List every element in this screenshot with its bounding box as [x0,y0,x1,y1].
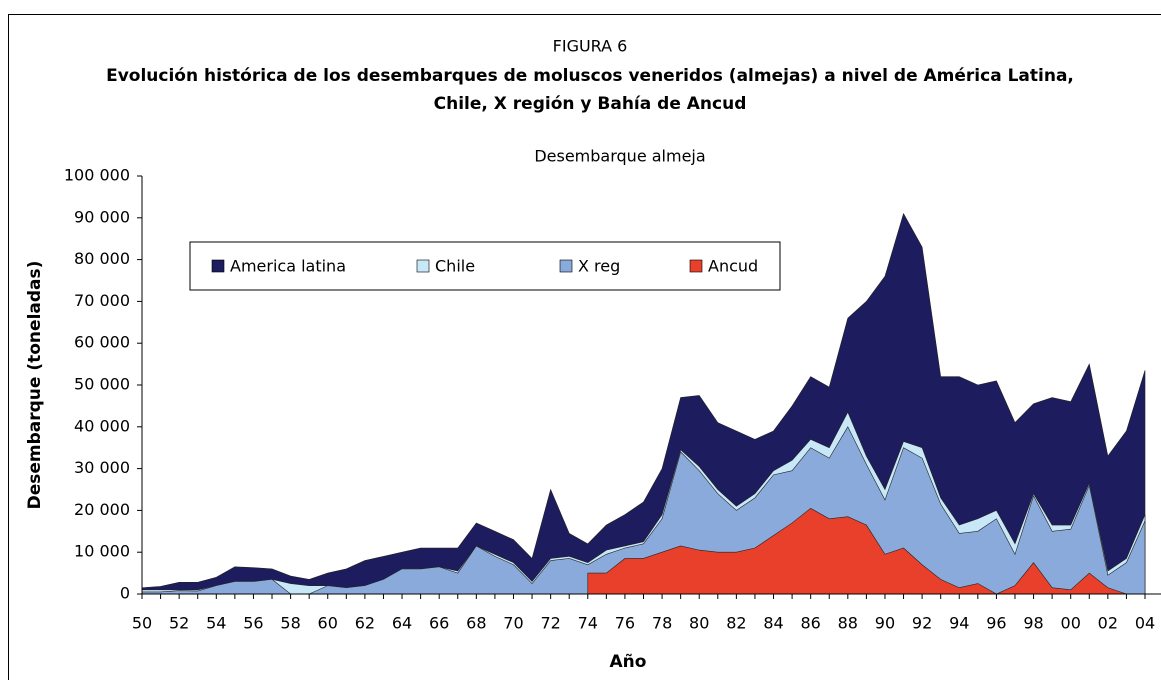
x-tick-label: 86 [800,614,820,633]
legend-swatch [559,259,573,273]
y-tick-label: 0 [120,584,130,603]
x-tick-label: 96 [986,614,1006,633]
x-tick-label: 98 [1023,614,1043,633]
x-tick-label: 62 [355,614,375,633]
x-tick-label: 70 [503,614,523,633]
y-tick-label: 70 000 [74,291,130,310]
x-tick-label: 74 [578,614,598,633]
x-tick-label: 88 [838,614,858,633]
x-tick-label: 50 [132,614,152,633]
x-tick-label: 00 [1061,614,1081,633]
legend-label: America latina [230,257,346,276]
x-tick-label: 76 [615,614,635,633]
x-tick-label: 90 [875,614,895,633]
y-tick-label: 60 000 [74,333,130,352]
area [587,507,1127,595]
x-tick-label: 94 [949,614,969,633]
x-tick-label: 66 [429,614,449,633]
legend-label: X reg [578,257,620,276]
y-tick-label: 10 000 [74,542,130,561]
figure-label: FIGURA 6 [553,37,628,56]
y-tick-label: 80 000 [74,249,130,268]
legend-swatch [211,259,225,273]
x-tick-label: 78 [652,614,672,633]
x-tick-label: 92 [912,614,932,633]
x-tick-label: 58 [280,614,300,633]
x-tick-label: 64 [392,614,412,633]
x-tick-label: 84 [763,614,783,633]
x-tick-label: 68 [466,614,486,633]
x-tick-label: 54 [206,614,226,633]
chart-title: Chile, X región y Bahía de Ancud [434,94,747,114]
y-tick-label: 100 000 [64,166,130,185]
chart-title: Evolución histórica de los desembarques … [106,66,1074,86]
y-tick-label: 50 000 [74,375,130,394]
x-tick-label: 72 [540,614,560,633]
x-tick-label: 04 [1135,614,1155,633]
x-tick-label: 52 [169,614,189,633]
chart-subtitle: Desembarque almeja [534,147,705,166]
x-axis-label: Año [610,652,647,672]
legend-label: Chile [435,257,475,276]
x-tick-label: 02 [1098,614,1118,633]
y-tick-label: 40 000 [74,416,130,435]
legend-label: Ancud [708,257,758,276]
frame [8,14,1161,680]
legend-swatch [689,259,703,273]
x-tick-label: 80 [689,614,709,633]
y-tick-label: 30 000 [74,458,130,477]
y-axis-label: Desembarque (toneladas) [25,261,45,510]
y-tick-label: 90 000 [74,207,130,226]
x-tick-label: 82 [726,614,746,633]
legend-box [189,241,781,291]
x-tick-label: 56 [243,614,263,633]
legend-swatch [416,259,430,273]
y-tick-label: 20 000 [74,500,130,519]
x-tick-label: 60 [318,614,338,633]
